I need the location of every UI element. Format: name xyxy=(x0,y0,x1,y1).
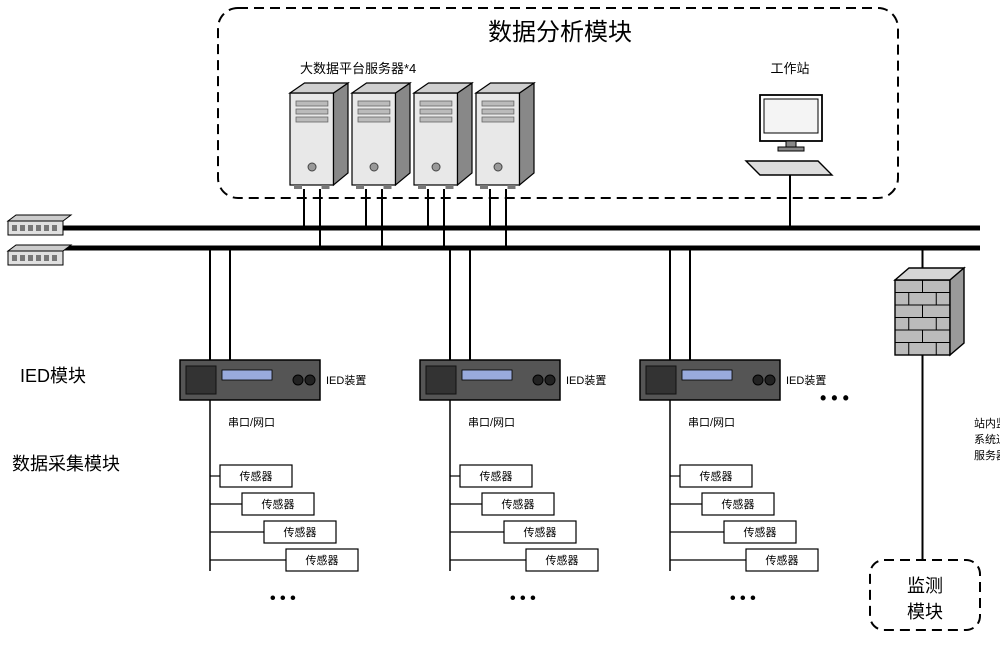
sensor-label: 传感器 xyxy=(220,468,292,484)
label: • • • xyxy=(270,590,296,608)
label: 大数据平台服务器*4 xyxy=(300,58,416,77)
label: IED模块 xyxy=(20,362,86,388)
sensor-label: 传感器 xyxy=(460,468,532,484)
label: 串口/网口 xyxy=(688,414,735,430)
label: 工作站 xyxy=(770,58,809,77)
sensor-label: 传感器 xyxy=(264,524,336,540)
label: • • • xyxy=(510,590,536,608)
label: • • • xyxy=(820,388,849,409)
sensor-label: 传感器 xyxy=(482,496,554,512)
label: IED装置 xyxy=(566,372,606,388)
label: 数据分析模块 xyxy=(488,12,632,47)
sensor-label: 传感器 xyxy=(286,552,358,568)
label: IED装置 xyxy=(326,372,366,388)
sensor-label: 传感器 xyxy=(504,524,576,540)
label: 串口/网口 xyxy=(468,414,515,430)
sensor-label: 传感器 xyxy=(242,496,314,512)
sensor-label: 传感器 xyxy=(746,552,818,568)
label: 数据采集模块 xyxy=(12,450,120,476)
label: • • • xyxy=(730,590,756,608)
label: 站内监控 系统通信 服务器 xyxy=(974,415,1000,463)
sensor-label: 传感器 xyxy=(702,496,774,512)
label: 串口/网口 xyxy=(228,414,275,430)
sensor-label: 传感器 xyxy=(724,524,796,540)
label: 监测 模块 xyxy=(907,572,943,624)
sensor-label: 传感器 xyxy=(680,468,752,484)
label: IED装置 xyxy=(786,372,826,388)
sensor-label: 传感器 xyxy=(526,552,598,568)
